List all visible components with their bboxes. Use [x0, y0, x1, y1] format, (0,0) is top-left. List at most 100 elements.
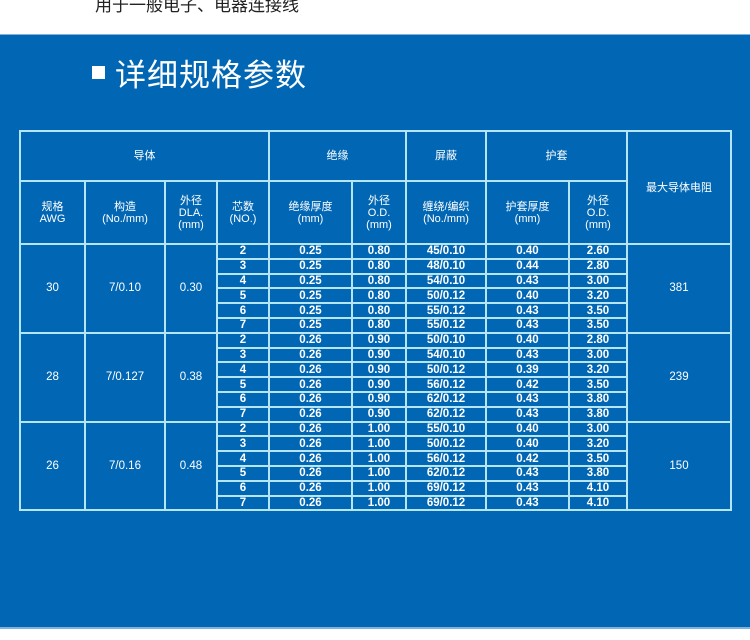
table-cell: 3.80: [568, 390, 628, 408]
table-cell: 0.43: [485, 464, 570, 482]
table-cell: 56/0.12: [405, 376, 487, 393]
group-header-conductor: 导体: [19, 130, 270, 182]
table-cell: 0.42: [485, 376, 570, 393]
table-cell: 0.43: [485, 316, 570, 334]
table-cell: 0.26: [268, 361, 353, 379]
cell-awg: 30: [19, 243, 86, 334]
table-cell: 50/0.10: [405, 331, 487, 349]
table-row: 5 0.26 1.00 62/0.12 0.43 3.80: [20, 464, 731, 482]
table-cell: 5: [216, 376, 270, 393]
table-cell: 0.90: [351, 346, 407, 364]
sub-header-line: (No./mm): [102, 212, 148, 225]
table-cell: 0.90: [351, 331, 407, 349]
section-title-text: 详细规格参数: [115, 58, 307, 93]
sub-header: 规格 AWG: [19, 180, 86, 245]
table-cell: 0.80: [351, 272, 407, 290]
table-row: 28 7/0.127 0.38 2 0.26 0.90 50/0.10 0.40 2.80 239: [19, 331, 732, 423]
table-cell: 4: [216, 361, 270, 379]
table-cell: 0.80: [351, 257, 407, 275]
table-cell: 0.26: [268, 390, 353, 408]
product-usage-text: 用于一般电子、电器连接线: [95, 0, 299, 15]
sub-header-line: AWG: [39, 212, 66, 225]
table-cell: 55/0.12: [405, 316, 487, 334]
table-cell: 0.40: [485, 287, 570, 305]
table-cell: 7: [216, 494, 270, 512]
table-row: 6 0.25 0.80 55/0.12 0.43 3.50: [20, 302, 731, 319]
sub-header-line: (mm): [366, 218, 392, 231]
table-cell: 0.80: [351, 302, 407, 319]
table-row: 6 0.26 0.90 62/0.12 0.43 3.80: [20, 390, 731, 408]
section-title: 详细规格参数: [92, 50, 307, 95]
spec-table: 导体 绝缘 屏蔽 护套 最大导体电阻 规格 AWG 构造 (No./mm) 外径 DLA. (mm) 芯…: [19, 130, 732, 512]
table-cell: 62/0.12: [405, 390, 487, 408]
table-cell: 0.26: [268, 376, 353, 393]
sub-header-line: (mm): [514, 212, 541, 225]
table-cell: 0.25: [268, 287, 353, 305]
table-row: 5 0.26 0.90 56/0.12 0.42 3.50: [20, 376, 731, 393]
table-cell: 1.00: [351, 435, 407, 453]
table-row: 5 0.25 0.80 50/0.12 0.40 3.20: [20, 287, 731, 305]
table-cell: 3.50: [568, 316, 628, 334]
table-cell: 0.80: [351, 243, 407, 260]
table-cell: 3: [216, 257, 270, 275]
sub-header-line: DLA.: [178, 206, 204, 219]
sub-header-line: (No./mm): [423, 212, 469, 225]
table-cell: 6: [216, 390, 270, 408]
table-cell: 0.80: [351, 316, 407, 334]
table-cell: 48/0.10: [405, 257, 487, 275]
table-cell: 50/0.12: [405, 361, 487, 379]
table-cell: 4.10: [568, 494, 628, 512]
sub-header: 外径 O.D. (mm): [568, 180, 628, 245]
table-cell: 0.90: [351, 390, 407, 408]
table-row: 4 0.26 0.90 50/0.12 0.39 3.20: [20, 361, 731, 379]
table-cell: 55/0.12: [405, 302, 487, 319]
table-cell: 0.39: [485, 361, 570, 379]
table-cell: 0.26: [268, 450, 353, 467]
sub-header-row: 规格 AWG 构造 (No./mm) 外径 DLA. (mm) 芯数 (NO.) 绝缘厚度 (mm)…: [19, 180, 731, 245]
table-cell: 0.40: [485, 420, 570, 438]
table-cell: 6: [216, 302, 270, 319]
sub-header-line: 绝缘厚度: [288, 200, 333, 213]
cell-od: 0.38: [164, 331, 218, 423]
cell-awg: 26: [19, 420, 86, 512]
table-cell: 0.43: [485, 405, 570, 423]
group-header-jacket: 护套: [485, 130, 628, 182]
table-cell: 0.43: [485, 494, 570, 512]
table-row: 7 0.25 0.80 55/0.12 0.43 3.50: [20, 316, 731, 334]
table-cell: 3.00: [568, 272, 628, 290]
sub-header-line: (mm): [297, 212, 324, 225]
table-cell: 5: [216, 287, 270, 305]
table-cell: 50/0.12: [405, 435, 487, 453]
table-cell: 3: [216, 346, 270, 364]
table-cell: 0.26: [268, 331, 353, 349]
table-cell: 54/0.10: [405, 346, 487, 364]
table-cell: 0.43: [485, 346, 570, 364]
table-cell: 4.10: [568, 479, 628, 497]
table-cell: 0.42: [485, 450, 570, 467]
cell-construction: 7/0.10: [84, 243, 166, 334]
table-cell: 3.50: [568, 302, 628, 319]
table-row: 4 0.25 0.80 54/0.10 0.43 3.00: [20, 272, 731, 290]
sub-header: 外径 O.D. (mm): [351, 180, 407, 245]
sub-header: 护套厚度 (mm): [485, 180, 570, 245]
table-cell: 0.40: [485, 435, 570, 453]
cell-resistance: 239: [626, 331, 732, 423]
table-cell: 6: [216, 479, 270, 497]
cell-construction: 7/0.127: [84, 331, 166, 423]
table-row: 4 0.26 1.00 56/0.12 0.42 3.50: [20, 450, 731, 467]
sub-header-line: (mm): [585, 218, 611, 231]
table-cell: 0.43: [485, 302, 570, 319]
table-cell: 0.25: [268, 243, 353, 260]
cell-od: 0.30: [164, 243, 218, 334]
table-cell: 0.43: [485, 479, 570, 497]
sub-header-line: O.D.: [586, 206, 610, 219]
table-cell: 0.90: [351, 361, 407, 379]
table-cell: 3.50: [568, 450, 628, 467]
sub-header: 芯数 (NO.): [216, 180, 270, 245]
table-cell: 69/0.12: [405, 479, 487, 497]
table-cell: 1.00: [351, 494, 407, 512]
sub-header-line: 缠绕/编织: [422, 200, 470, 213]
table-cell: 62/0.12: [405, 405, 487, 423]
table-cell: 3.00: [568, 420, 628, 438]
sub-header-line: (NO.): [229, 212, 257, 225]
